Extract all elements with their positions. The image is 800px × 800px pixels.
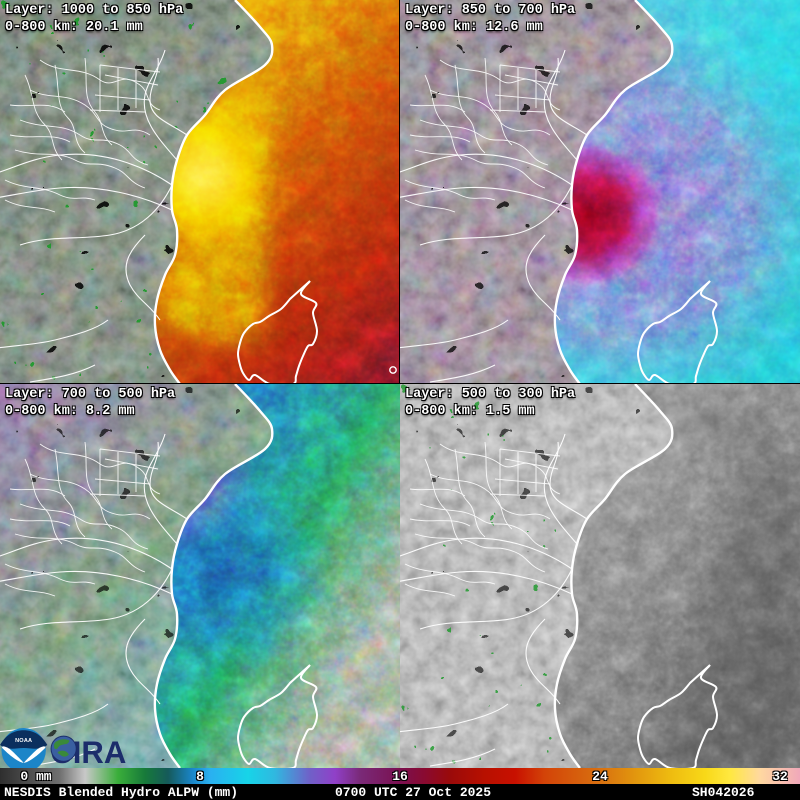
svg-text:NOAA: NOAA [15, 738, 32, 744]
